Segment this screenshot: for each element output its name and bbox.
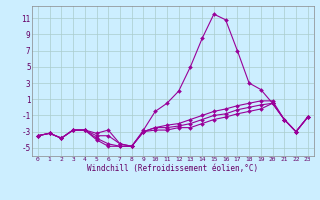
X-axis label: Windchill (Refroidissement éolien,°C): Windchill (Refroidissement éolien,°C) [87,164,258,173]
